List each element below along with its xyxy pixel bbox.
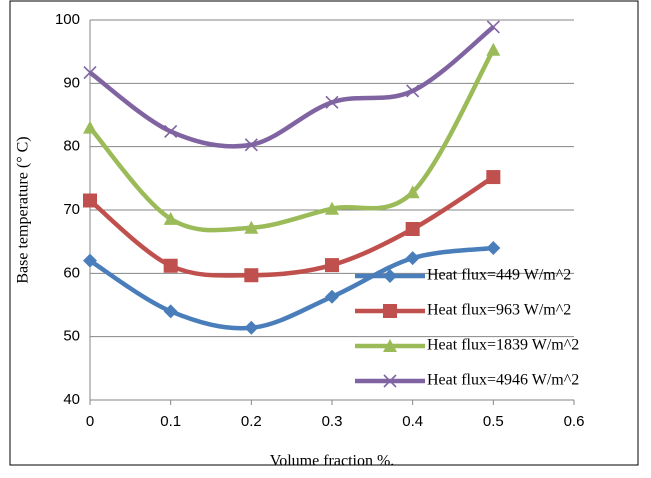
marker [325, 258, 339, 273]
x-tick-label: 0.2 [241, 413, 262, 430]
y-tick-label: 60 [63, 264, 80, 281]
legend-marker [383, 374, 397, 388]
marker [486, 241, 501, 255]
marker [325, 201, 339, 215]
marker [164, 124, 178, 139]
legend-item: Heat flux=1839 W/m^2 [355, 337, 579, 354]
marker [83, 253, 97, 268]
marker [83, 193, 97, 208]
marker [163, 211, 178, 225]
series [83, 170, 501, 283]
marker [244, 320, 259, 335]
marker [83, 66, 97, 80]
legend-label: Heat flux=963 W/m^2 [427, 302, 571, 319]
series [83, 20, 500, 152]
marker [486, 20, 500, 34]
marker [405, 222, 420, 236]
marker [405, 251, 420, 266]
marker [486, 170, 501, 185]
x-tick-label: 0.6 [564, 413, 585, 430]
legend-item: Heat flux=963 W/m^2 [355, 302, 571, 319]
series [83, 42, 501, 234]
marker [405, 185, 420, 199]
marker [163, 304, 178, 319]
marker [244, 220, 259, 234]
legend-item: Heat flux=4946 W/m^2 [355, 372, 579, 389]
series [83, 241, 501, 335]
legend-label: Heat flux=1839 W/m^2 [427, 337, 579, 354]
legend-marker [383, 304, 397, 318]
marker [244, 138, 258, 152]
x-tick-label: 0.4 [402, 413, 423, 430]
marker [163, 258, 178, 273]
x-tick-label: 0.1 [160, 413, 181, 430]
series-line [88, 25, 495, 149]
x-tick-label: 0.5 [483, 413, 504, 430]
chart-frame [9, 0, 639, 466]
legend-label: Heat flux=4946 W/m^2 [427, 372, 579, 389]
legend-label: Heat flux=449 W/m^2 [427, 267, 571, 284]
y-axis-label: Base temperature (° C) [15, 136, 32, 283]
marker [406, 84, 420, 98]
series-line [88, 48, 496, 233]
series-line [88, 245, 494, 331]
legend-item: Heat flux=449 W/m^2 [355, 267, 571, 284]
y-tick-label: 70 [63, 201, 80, 218]
legend-marker [383, 269, 397, 283]
marker [83, 120, 97, 134]
series-line [88, 175, 495, 278]
x-tick-label: 0 [86, 413, 94, 430]
marker [244, 268, 259, 283]
y-tick-label: 100 [55, 11, 80, 28]
x-axis-label: Volume fraction %. [270, 453, 395, 470]
legend-marker [383, 339, 397, 352]
y-tick-label: 50 [63, 328, 80, 345]
marker [325, 95, 339, 109]
y-tick-label: 40 [63, 391, 80, 408]
marker [325, 289, 339, 304]
marker [486, 42, 501, 56]
y-tick-label: 90 [63, 74, 80, 91]
x-tick-label: 0.3 [322, 413, 343, 430]
y-tick-label: 80 [63, 138, 80, 155]
